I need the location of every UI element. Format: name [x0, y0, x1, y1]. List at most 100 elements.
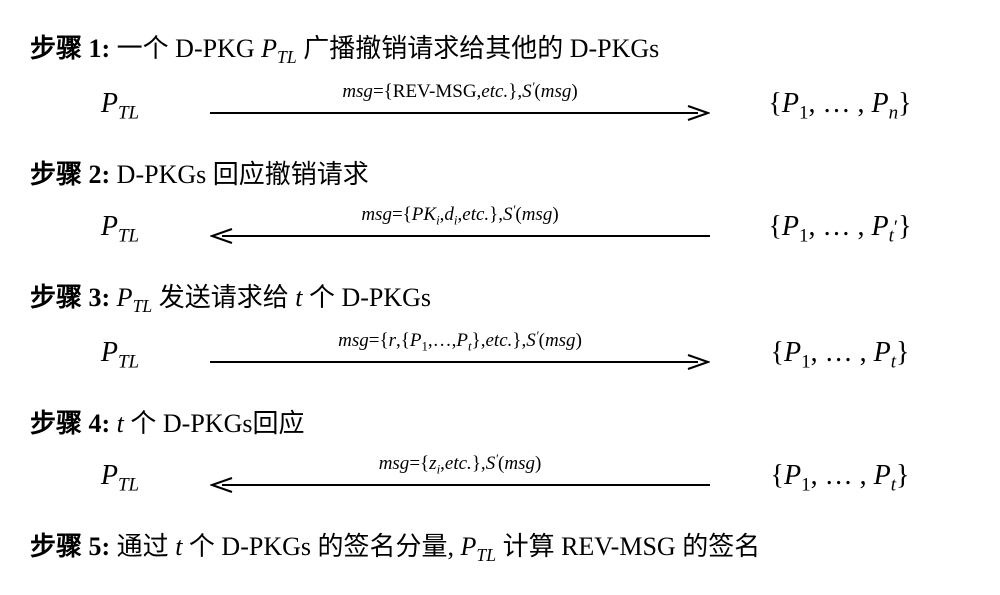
- s2-r-mid: , … ,: [809, 211, 872, 242]
- step-3-arrow: msg={r,{P1,…,Pt},etc.},S′(msg): [210, 330, 710, 380]
- s3-r-open: {: [771, 337, 784, 368]
- s2-r-open: {: [768, 211, 781, 242]
- s3-Pt: P: [456, 330, 468, 351]
- s4-r-close: }: [896, 460, 909, 491]
- step-1-left-sub: TL: [118, 103, 139, 124]
- s5-c: 计算 REV-MSG 的签名: [496, 532, 760, 561]
- arrow-left-icon: [210, 475, 710, 495]
- s4-etc: etc.: [445, 453, 472, 474]
- s4-r-p1: P: [784, 460, 801, 491]
- s5-TL: TL: [476, 546, 496, 566]
- s4-S: S: [486, 453, 496, 474]
- step-3-msg: msg={r,{P1,…,Pt},etc.},S′(msg): [210, 328, 710, 354]
- s1-msg-pre: msg: [342, 81, 373, 102]
- s2-S: S: [503, 204, 513, 225]
- protocol-diagram: 步骤 1: 一个 D-PKG PTL 广播撤销请求给其他的 D-PKGs PTL…: [0, 0, 1000, 595]
- s3-mc: ,…,: [428, 330, 457, 351]
- s3-etc: etc.: [486, 330, 513, 351]
- s1-r-open: {: [768, 88, 781, 119]
- step-4-right: {P1, … , Pt}: [710, 460, 970, 497]
- s4-ma: ={: [409, 453, 429, 474]
- step-4-left-sub: TL: [118, 475, 139, 496]
- s2-msg-pre: msg: [361, 204, 392, 225]
- s4-r-open: {: [771, 460, 784, 491]
- step-5-prefix: 步骤 5:: [30, 532, 110, 561]
- s1-r-p1: P: [782, 88, 799, 119]
- s2-r-close: }: [898, 211, 911, 242]
- step-2-right: {P1, … , Pt′}: [710, 211, 970, 248]
- step-2-msg: msg={PKi,di,etc.},S′(msg): [210, 202, 710, 228]
- s1-msg-etc: etc.: [481, 81, 508, 102]
- step-1-desc-a: 一个 D-PKG: [110, 34, 261, 63]
- s2-r-p1: P: [782, 211, 799, 242]
- s5-a: 通过: [110, 532, 175, 561]
- step-3-left-p: P: [101, 337, 118, 368]
- s3-P1: P: [410, 330, 422, 351]
- s3-P: P: [117, 283, 133, 312]
- s3-r-close: }: [896, 337, 909, 368]
- s3-mb: ,{: [396, 330, 410, 351]
- s2-r-p2: P: [872, 211, 889, 242]
- step-1-header: 步骤 1: 一个 D-PKG PTL 广播撤销请求给其他的 D-PKGs: [30, 28, 970, 68]
- arrow-right-icon: [210, 352, 710, 372]
- s4-msg-pre: msg: [379, 453, 410, 474]
- s4-r-p2: P: [874, 460, 891, 491]
- s1-r-p2: P: [872, 88, 889, 119]
- s3-msg-pre: msg: [338, 330, 369, 351]
- s2-r-s1: 1: [799, 226, 809, 247]
- step-5-header: 步骤 5: 通过 t 个 D-PKGs 的签名分量, PTL 计算 REV-MS…: [30, 526, 970, 566]
- step-3-header: 步骤 3: PTL 发送请求给 t 个 D-PKGs: [30, 277, 970, 317]
- step-3-line: PTL msg={r,{P1,…,Pt},etc.},S′(msg) {P1, …: [30, 325, 970, 385]
- step-4-prefix: 步骤 4:: [30, 409, 110, 438]
- step-4-arrow: msg={zi,etc.},S′(msg): [210, 453, 710, 503]
- s3-r: r: [389, 330, 396, 351]
- step-1-prefix: 步骤 1:: [30, 34, 110, 63]
- s1-r-mid: , … ,: [809, 88, 872, 119]
- s3-S: S: [526, 330, 536, 351]
- step-1-right: {P1, … , Pn}: [710, 88, 970, 125]
- step-4-header: 步骤 4: t 个 D-PKGs回应: [30, 403, 970, 440]
- step-4-msg: msg={zi,etc.},S′(msg): [210, 451, 710, 477]
- step-2-prefix: 步骤 2:: [30, 160, 110, 189]
- s1-sig-close: ): [571, 81, 577, 102]
- step-2-header: 步骤 2: D-PKGs 回应撤销请求: [30, 154, 970, 191]
- step-2-left-p: P: [101, 211, 118, 242]
- step-3-prefix: 步骤 3:: [30, 283, 110, 312]
- step-1-left-p: P: [101, 88, 118, 119]
- s2-d: d: [444, 204, 454, 225]
- s3-TL: TL: [133, 296, 153, 316]
- s3-me: },: [512, 330, 526, 351]
- s5-b: 个 D-PKGs 的签名分量,: [182, 532, 460, 561]
- s3-c: 个 D-PKGs: [302, 283, 431, 312]
- s3-b: 发送请求给: [152, 283, 295, 312]
- s4-z: z: [429, 453, 436, 474]
- s1-sig-s: S: [522, 81, 532, 102]
- s3-r-mid: , … ,: [811, 337, 874, 368]
- step-1-line: PTL msg={REV-MSG,etc.},S′(msg) {P1, … , …: [30, 76, 970, 136]
- step-2-left-sub: TL: [118, 226, 139, 247]
- s3-ma: ={: [369, 330, 389, 351]
- step-1-ptl-p: P: [261, 34, 277, 63]
- s3-r-s1: 1: [801, 352, 811, 373]
- step-3-left: PTL: [30, 337, 210, 374]
- s2-PK: PK: [412, 204, 436, 225]
- step-2-arrow: msg={PKi,di,etc.},S′(msg): [210, 204, 710, 254]
- s3-r-p2: P: [874, 337, 891, 368]
- s2-post: },: [489, 204, 503, 225]
- s5-P: P: [461, 532, 477, 561]
- step-4-left: PTL: [30, 460, 210, 497]
- s1-msg-body: ={REV-MSG,: [373, 81, 481, 102]
- s3-r-p1: P: [784, 337, 801, 368]
- s4-b: 个 D-PKGs回应: [124, 409, 305, 438]
- s4-r-s1: 1: [801, 475, 811, 496]
- step-1-arrow: msg={REV-MSG,etc.},S′(msg): [210, 81, 710, 131]
- s2-etc: etc.: [462, 204, 489, 225]
- s2-eq: ={: [392, 204, 412, 225]
- s1-sig-arg: msg: [541, 81, 572, 102]
- s1-r-s2: n: [889, 103, 899, 124]
- step-2-left: PTL: [30, 211, 210, 248]
- step-4-left-p: P: [101, 460, 118, 491]
- arrow-left-icon: [210, 226, 710, 246]
- s4-t: t: [117, 409, 124, 438]
- step-2-line: PTL msg={PKi,di,etc.},S′(msg) {P1, … , P…: [30, 199, 970, 259]
